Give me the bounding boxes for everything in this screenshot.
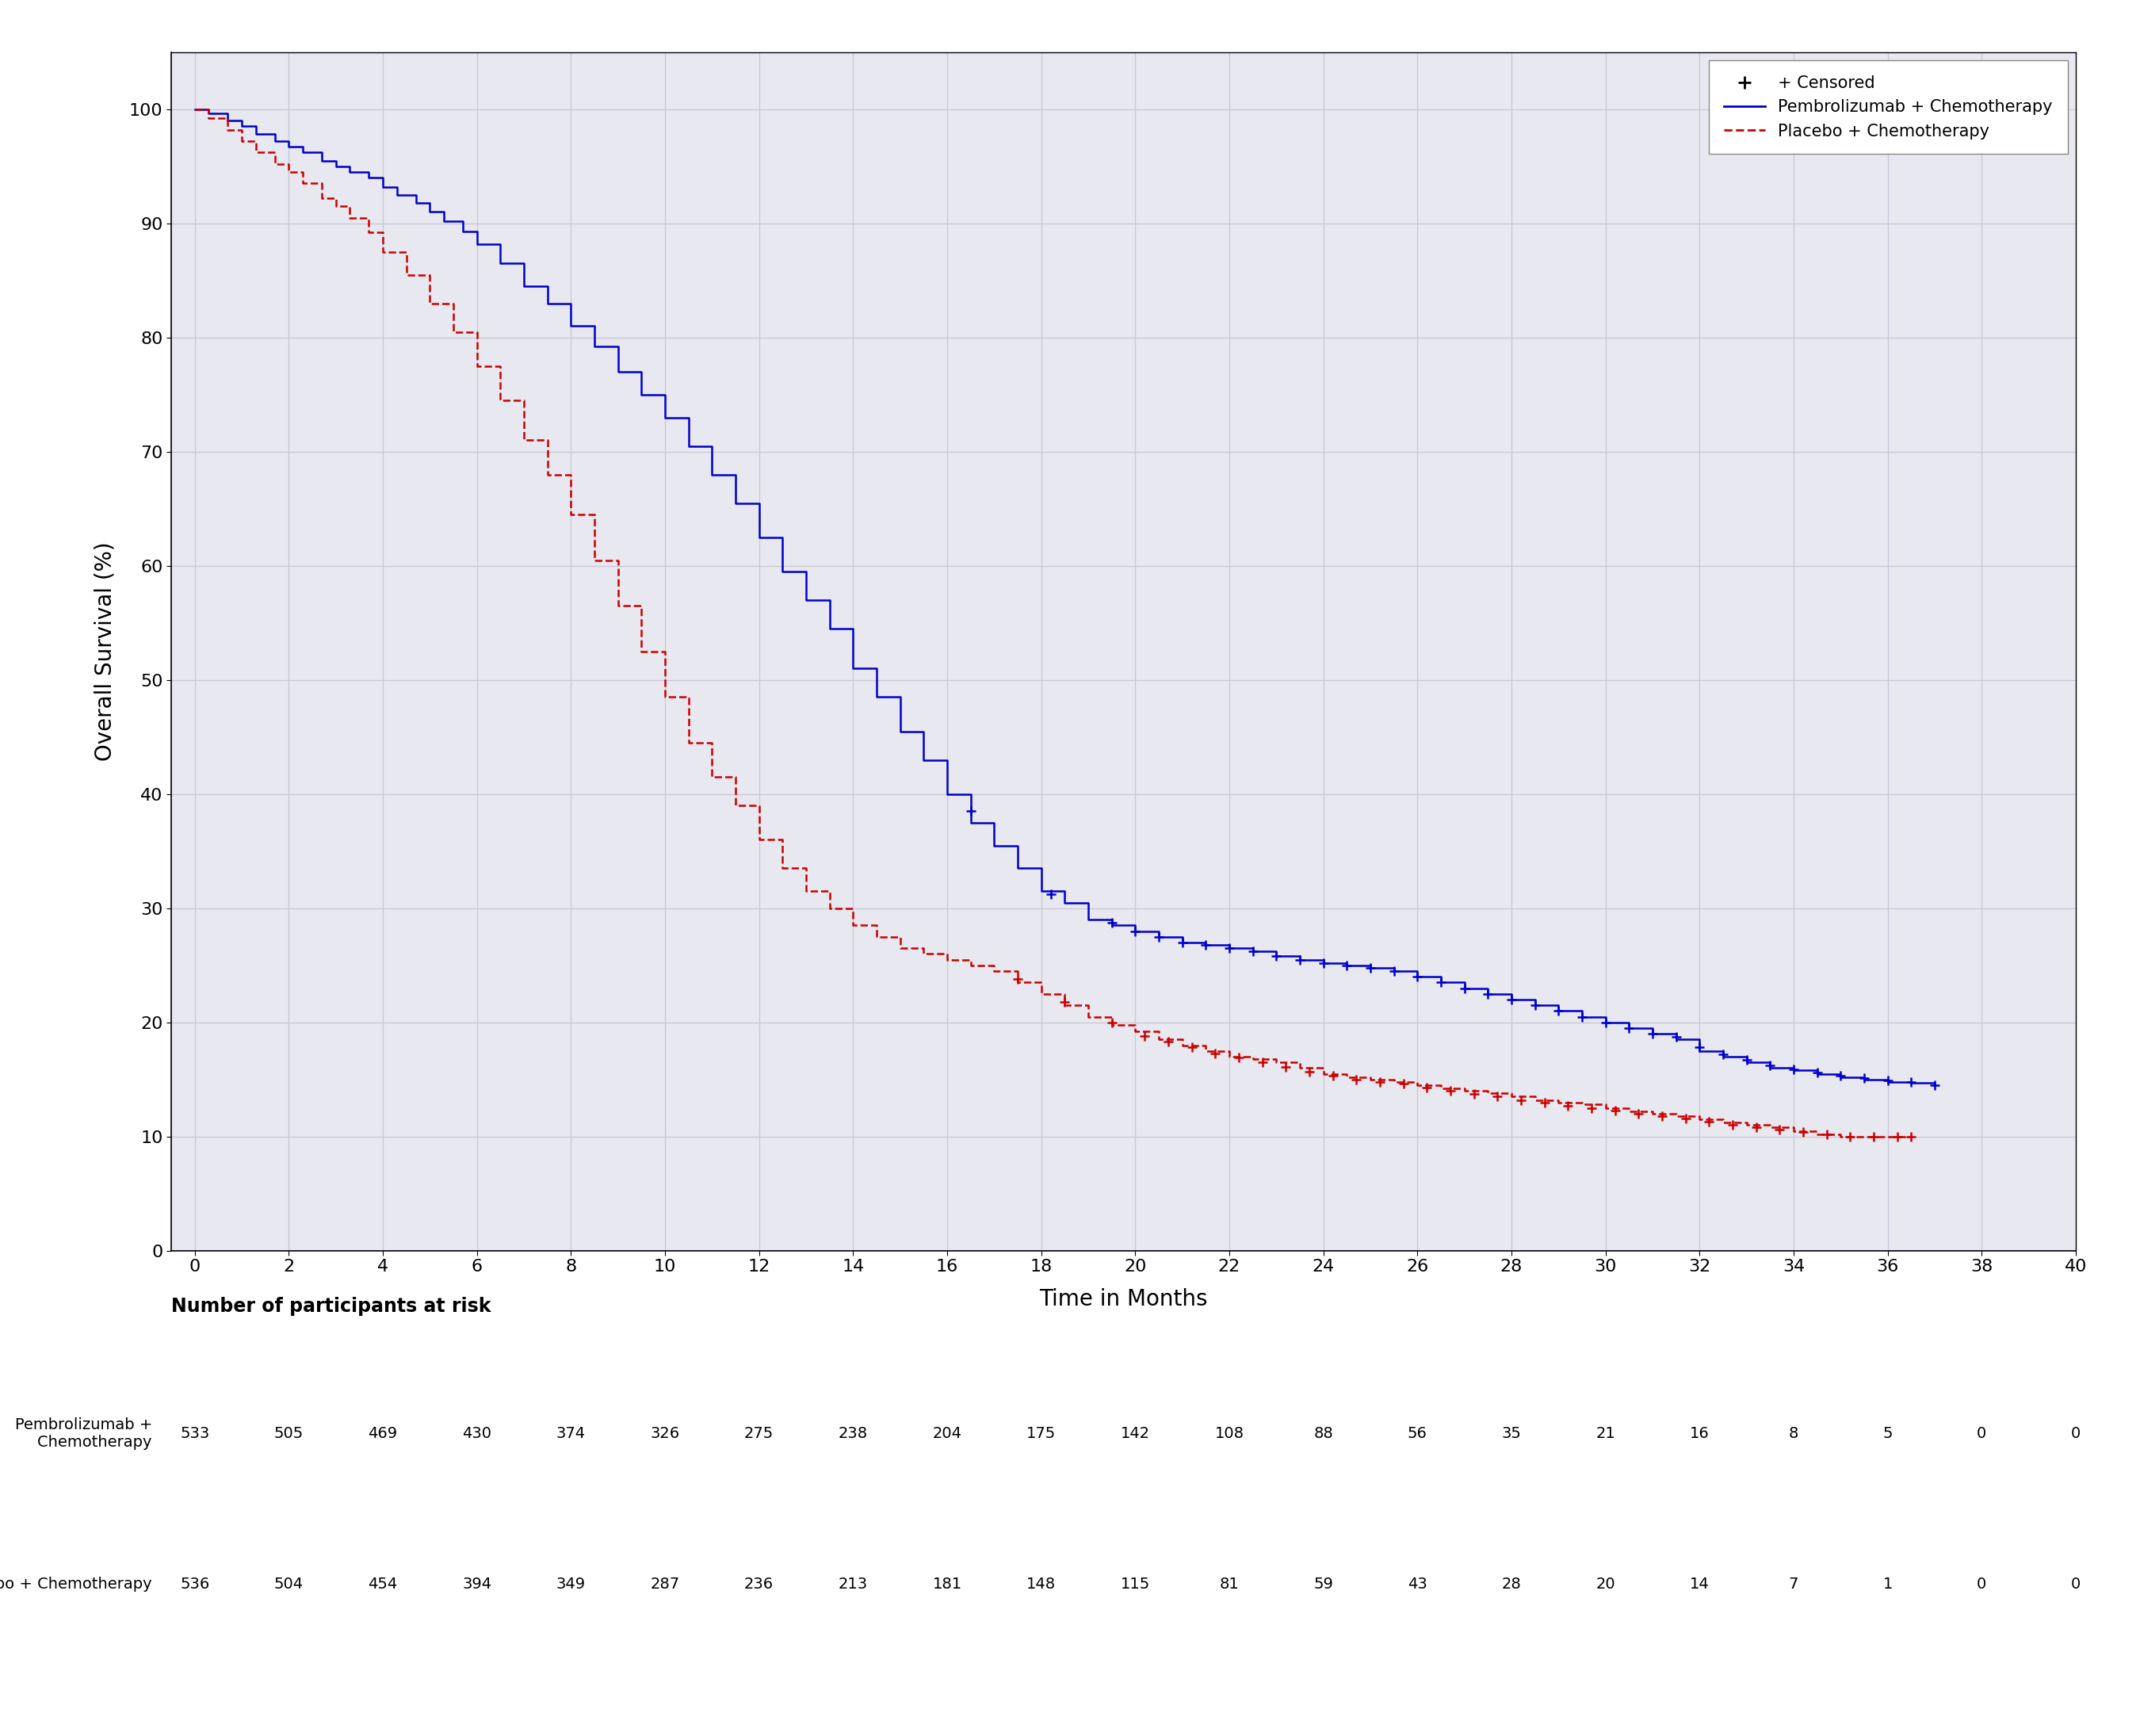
Placebo + Chemotherapy: [1898, 1127, 1924, 1147]
Text: 108: 108: [1216, 1425, 1243, 1441]
Text: 454: 454: [368, 1576, 398, 1592]
Pembrolizumab + Chemotherapy: [1216, 937, 1241, 958]
Placebo + Chemotherapy: [1380, 1071, 1406, 1092]
Placebo + Chemotherapy: [865, 927, 890, 948]
Text: 0: 0: [1977, 1425, 1986, 1441]
Text: 238: 238: [839, 1425, 869, 1441]
Text: 533: 533: [180, 1425, 210, 1441]
Pembrolizumab + Chemotherapy: [182, 99, 208, 120]
Text: 8: 8: [1789, 1425, 1798, 1441]
Text: 14: 14: [1691, 1576, 1710, 1592]
Text: 0: 0: [1977, 1576, 1986, 1592]
Pembrolizumab + Chemotherapy: [1663, 1029, 1688, 1050]
Text: 59: 59: [1314, 1576, 1333, 1592]
Text: 236: 236: [745, 1576, 775, 1592]
Text: 16: 16: [1691, 1425, 1710, 1441]
Text: 213: 213: [839, 1576, 869, 1592]
Text: 35: 35: [1502, 1425, 1522, 1441]
Pembrolizumab + Chemotherapy: [1569, 1007, 1594, 1028]
Legend: + Censored, Pembrolizumab + Chemotherapy, Placebo + Chemotherapy: + Censored, Pembrolizumab + Chemotherapy…: [1708, 61, 2067, 155]
Text: 5: 5: [1883, 1425, 1892, 1441]
Text: Pembrolizumab +
    Chemotherapy: Pembrolizumab + Chemotherapy: [15, 1417, 152, 1450]
Text: 1: 1: [1883, 1576, 1892, 1592]
Text: 7: 7: [1789, 1576, 1798, 1592]
Text: 536: 536: [180, 1576, 210, 1592]
Text: 505: 505: [274, 1425, 304, 1441]
Text: 204: 204: [933, 1425, 961, 1441]
Placebo + Chemotherapy: [1006, 972, 1031, 993]
Text: 28: 28: [1502, 1576, 1522, 1592]
Pembrolizumab + Chemotherapy: [1733, 1052, 1759, 1073]
Text: 81: 81: [1220, 1576, 1239, 1592]
Text: 287: 287: [651, 1576, 681, 1592]
Text: 88: 88: [1314, 1425, 1333, 1441]
Text: Number of participants at risk: Number of participants at risk: [171, 1297, 490, 1316]
Text: 430: 430: [462, 1425, 492, 1441]
Text: 20: 20: [1596, 1576, 1616, 1592]
Placebo + Chemotherapy: [182, 99, 208, 120]
Text: 142: 142: [1121, 1425, 1149, 1441]
Line: Pembrolizumab + Chemotherapy: Pembrolizumab + Chemotherapy: [195, 109, 1935, 1085]
Placebo + Chemotherapy: [261, 153, 287, 174]
Text: 349: 349: [556, 1576, 586, 1592]
Text: 394: 394: [462, 1576, 492, 1592]
Text: 181: 181: [933, 1576, 961, 1592]
Text: 275: 275: [745, 1425, 775, 1441]
Text: 0: 0: [2072, 1425, 2080, 1441]
Pembrolizumab + Chemotherapy: [1076, 910, 1102, 930]
Line: Placebo + Chemotherapy: Placebo + Chemotherapy: [195, 109, 1911, 1137]
Text: 175: 175: [1027, 1425, 1055, 1441]
Text: 21: 21: [1596, 1425, 1616, 1441]
Y-axis label: Overall Survival (%): Overall Survival (%): [94, 542, 116, 760]
Placebo + Chemotherapy: [394, 264, 419, 285]
Text: 469: 469: [368, 1425, 398, 1441]
Placebo + Chemotherapy: [1828, 1127, 1853, 1147]
X-axis label: Time in Months: Time in Months: [1040, 1288, 1207, 1311]
Text: 43: 43: [1408, 1576, 1427, 1592]
Text: 504: 504: [274, 1576, 304, 1592]
Text: 148: 148: [1027, 1576, 1055, 1592]
Text: 0: 0: [2072, 1576, 2080, 1592]
Pembrolizumab + Chemotherapy: [1922, 1075, 1947, 1095]
Text: 56: 56: [1408, 1425, 1427, 1441]
Placebo + Chemotherapy: [676, 733, 702, 753]
Text: 374: 374: [556, 1425, 586, 1441]
Text: Placebo + Chemotherapy: Placebo + Chemotherapy: [0, 1576, 152, 1592]
Text: 115: 115: [1121, 1576, 1149, 1592]
Text: 326: 326: [651, 1425, 681, 1441]
Pembrolizumab + Chemotherapy: [1427, 972, 1453, 993]
